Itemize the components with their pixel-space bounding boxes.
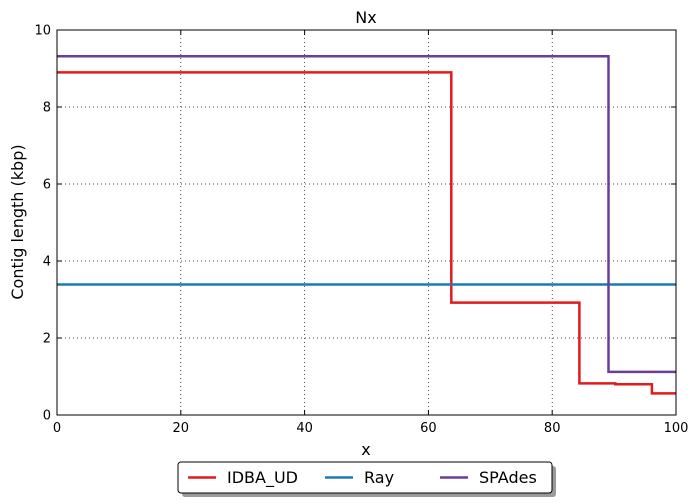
plot-frame	[56, 29, 677, 416]
x-tick-label: 60	[420, 421, 437, 436]
axis-ticks: 0 20 40 60 80 100 0 2 4 6 8 10	[34, 24, 688, 437]
y-tick-label: 4	[43, 255, 51, 270]
series-lines	[57, 54, 676, 395]
chart-title: Nx	[355, 8, 376, 27]
legend-label: IDBA_UD	[227, 468, 298, 488]
x-tick-label: 0	[53, 421, 61, 436]
grid	[57, 30, 676, 415]
y-tick-label: 8	[43, 101, 51, 116]
x-axis-label: x	[361, 440, 370, 459]
legend-label: SPAdes	[479, 468, 537, 487]
y-tick-label: 0	[43, 409, 51, 424]
series-line-spades	[57, 54, 676, 374]
x-tick-label: 80	[544, 421, 561, 436]
legend-box	[177, 461, 553, 494]
x-tick-label: 100	[664, 421, 689, 436]
y-axis-label: Contig length (kbp)	[8, 144, 27, 299]
y-tick-label: 2	[43, 332, 51, 347]
y-tick-label: 10	[34, 24, 51, 39]
series-line-idba-ud	[57, 71, 676, 395]
legend: IDBA_UD Ray SPAdes	[177, 461, 556, 497]
x-tick-label: 40	[296, 421, 313, 436]
x-tick-label: 20	[173, 421, 190, 436]
legend-label: Ray	[364, 468, 394, 487]
y-tick-label: 6	[43, 178, 51, 193]
